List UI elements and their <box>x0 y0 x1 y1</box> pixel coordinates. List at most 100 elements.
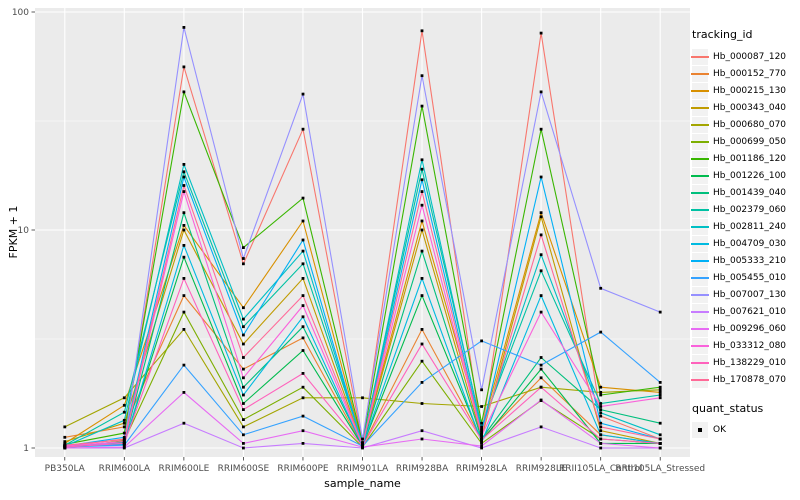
data-point <box>599 414 603 418</box>
data-point <box>420 437 424 441</box>
legend-label: Hb_001439_040 <box>713 187 787 198</box>
legend-key <box>691 82 709 99</box>
legend-line-swatch <box>691 123 709 126</box>
legend-item: Hb_033312_080 <box>691 337 798 354</box>
data-point <box>122 410 126 414</box>
data-point <box>599 402 603 405</box>
legend-item: Hb_005333_210 <box>691 252 798 269</box>
legend-key <box>691 65 709 82</box>
data-point <box>420 228 424 232</box>
data-point <box>420 74 424 78</box>
data-point <box>182 26 186 29</box>
data-point <box>420 219 424 223</box>
data-point <box>301 385 305 389</box>
data-point <box>420 328 424 331</box>
data-point <box>182 363 186 367</box>
data-point <box>480 405 483 408</box>
legend-item: Hb_007007_130 <box>691 286 798 303</box>
data-point <box>63 425 67 429</box>
legend-label: Hb_007621_010 <box>713 306 787 317</box>
legend-item: Hb_138229_010 <box>691 354 798 371</box>
legend-item: Hb_005455_010 <box>691 269 798 286</box>
data-point <box>242 408 245 411</box>
axis-ticks: 1 10 100 PB350LA RRIM600LA RRIM600LE RRIM600SE… <box>12 8 705 474</box>
legend-line-swatch <box>691 106 709 109</box>
legend-label: Hb_000699_050 <box>713 136 787 147</box>
data-point <box>122 438 126 442</box>
data-point <box>658 442 662 445</box>
legend-line-swatch <box>691 259 709 262</box>
data-point <box>539 356 543 359</box>
data-point <box>539 376 543 380</box>
data-point <box>361 442 364 446</box>
data-point <box>182 65 186 69</box>
data-point <box>658 437 662 441</box>
data-point <box>539 398 543 402</box>
legend-label: Hb_002379_060 <box>713 204 787 215</box>
data-point <box>658 393 662 397</box>
data-point <box>539 385 543 389</box>
data-point <box>539 31 543 35</box>
legend-label: Hb_000343_040 <box>713 102 787 113</box>
data-point <box>182 328 186 331</box>
y-axis-title: FPKM + 1 <box>7 205 20 259</box>
legend-key <box>691 184 709 201</box>
data-point <box>301 315 305 319</box>
legend-key <box>691 48 709 65</box>
data-point <box>122 396 126 400</box>
legend-key <box>691 320 709 337</box>
legend-key <box>691 303 709 320</box>
legend-label: Hb_001226_100 <box>713 170 787 181</box>
legend-item: Hb_002811_240 <box>691 218 798 235</box>
legend-line-swatch <box>691 361 709 364</box>
data-point <box>480 388 483 392</box>
data-point <box>301 304 305 307</box>
legend-item: Hb_007621_010 <box>691 303 798 320</box>
data-point <box>242 317 245 321</box>
data-point <box>122 418 126 422</box>
data-point <box>242 385 245 389</box>
legend-line-swatch <box>691 327 709 330</box>
legend-key <box>691 337 709 354</box>
data-point <box>242 402 245 405</box>
legend-key <box>691 286 709 303</box>
data-point <box>301 336 305 340</box>
legend-key <box>691 235 709 252</box>
data-point <box>301 238 305 242</box>
data-point <box>122 442 126 445</box>
data-point <box>539 175 543 179</box>
data-point <box>480 339 483 343</box>
square-point-icon <box>698 427 702 432</box>
data-point <box>182 244 186 247</box>
legend-label: Hb_004709_030 <box>713 238 787 249</box>
data-point <box>242 442 245 445</box>
data-point <box>658 391 662 394</box>
data-point <box>242 246 245 249</box>
data-point <box>361 437 364 441</box>
data-point <box>122 403 126 407</box>
legend-item: Hb_000087_120 <box>691 48 798 65</box>
data-point <box>182 184 186 187</box>
data-point <box>242 262 245 266</box>
data-points <box>63 26 662 450</box>
legend-item: Hb_170878_070 <box>691 371 798 388</box>
data-point <box>480 434 483 437</box>
legend-label: Hb_033312_080 <box>713 340 787 351</box>
data-point <box>599 425 603 429</box>
data-point <box>63 445 67 449</box>
data-point <box>182 228 186 232</box>
data-point <box>63 443 67 447</box>
data-point <box>658 433 662 437</box>
legend-key <box>691 99 709 116</box>
legend-line-swatch <box>691 55 709 58</box>
data-point <box>242 333 245 337</box>
legend-line-swatch <box>691 310 709 313</box>
legend-item: Hb_001226_100 <box>691 167 798 184</box>
data-point <box>658 396 662 400</box>
data-point <box>242 446 245 450</box>
data-point <box>242 325 245 329</box>
data-point <box>301 429 305 433</box>
data-point <box>242 306 245 310</box>
legend-label: Hb_009296_060 <box>713 323 787 334</box>
